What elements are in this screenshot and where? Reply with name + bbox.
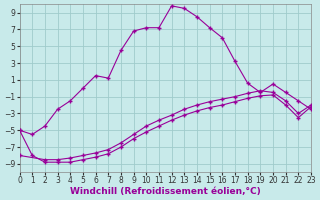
X-axis label: Windchill (Refroidissement éolien,°C): Windchill (Refroidissement éolien,°C) — [70, 187, 261, 196]
